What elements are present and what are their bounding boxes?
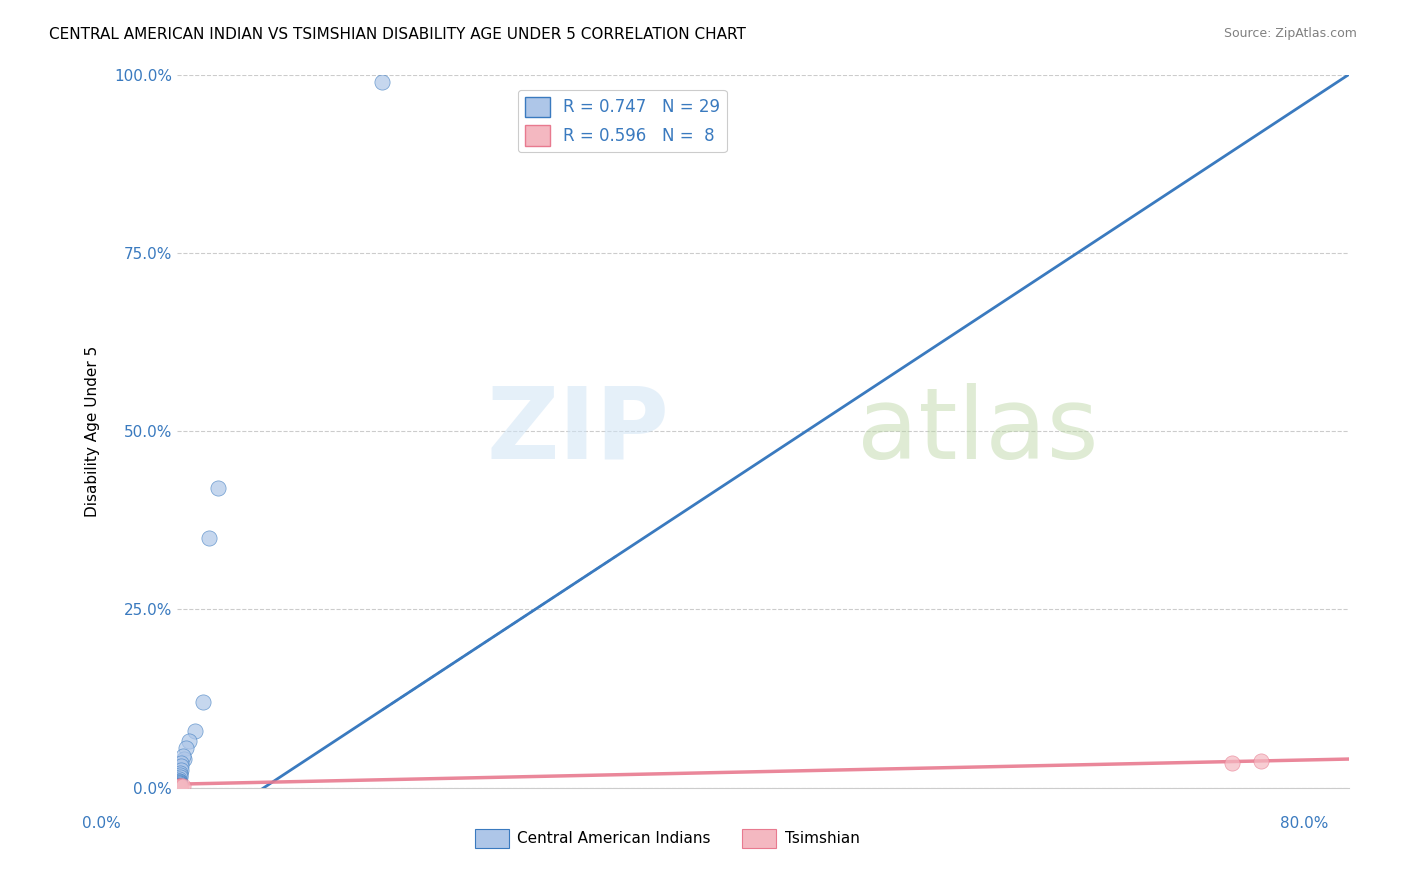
Text: 0.0%: 0.0% bbox=[82, 816, 121, 831]
Point bbox=[169, 768, 191, 782]
Point bbox=[167, 772, 190, 786]
Point bbox=[207, 481, 229, 495]
Point bbox=[371, 75, 394, 89]
Text: ZIP: ZIP bbox=[486, 383, 669, 480]
Point bbox=[169, 770, 191, 784]
Point bbox=[166, 780, 188, 794]
Text: Tsimshian: Tsimshian bbox=[785, 831, 859, 846]
Point bbox=[167, 777, 190, 791]
Point bbox=[166, 779, 188, 793]
Point bbox=[172, 779, 194, 793]
Point bbox=[173, 752, 195, 766]
Point bbox=[1220, 756, 1243, 770]
Point bbox=[166, 780, 188, 794]
Point bbox=[166, 780, 188, 794]
Point bbox=[166, 779, 188, 793]
Text: CENTRAL AMERICAN INDIAN VS TSIMSHIAN DISABILITY AGE UNDER 5 CORRELATION CHART: CENTRAL AMERICAN INDIAN VS TSIMSHIAN DIS… bbox=[49, 27, 747, 42]
Text: Source: ZipAtlas.com: Source: ZipAtlas.com bbox=[1223, 27, 1357, 40]
Point bbox=[167, 779, 190, 793]
Point bbox=[166, 779, 188, 793]
Point bbox=[177, 734, 200, 748]
Point bbox=[167, 780, 190, 794]
Point bbox=[170, 779, 193, 793]
Point bbox=[169, 779, 191, 793]
Point bbox=[169, 766, 191, 780]
Point bbox=[183, 723, 205, 738]
Point bbox=[170, 756, 193, 770]
Point bbox=[167, 775, 190, 789]
Point bbox=[174, 741, 197, 756]
Text: 80.0%: 80.0% bbox=[1281, 816, 1329, 831]
Point bbox=[166, 779, 188, 793]
FancyBboxPatch shape bbox=[742, 829, 776, 848]
Point bbox=[167, 775, 190, 789]
Point bbox=[167, 773, 190, 788]
Text: Central American Indians: Central American Indians bbox=[517, 831, 711, 846]
Point bbox=[172, 748, 194, 763]
Y-axis label: Disability Age Under 5: Disability Age Under 5 bbox=[86, 345, 100, 516]
Point bbox=[198, 531, 221, 545]
Point bbox=[170, 759, 193, 773]
Point bbox=[193, 695, 215, 709]
Point bbox=[166, 778, 188, 792]
FancyBboxPatch shape bbox=[475, 829, 509, 848]
Point bbox=[167, 776, 190, 790]
Point bbox=[170, 763, 193, 777]
Text: atlas: atlas bbox=[856, 383, 1098, 480]
Legend: R = 0.747   N = 29, R = 0.596   N =  8: R = 0.747 N = 29, R = 0.596 N = 8 bbox=[517, 90, 727, 153]
Point bbox=[167, 774, 190, 789]
Point bbox=[1250, 754, 1272, 768]
